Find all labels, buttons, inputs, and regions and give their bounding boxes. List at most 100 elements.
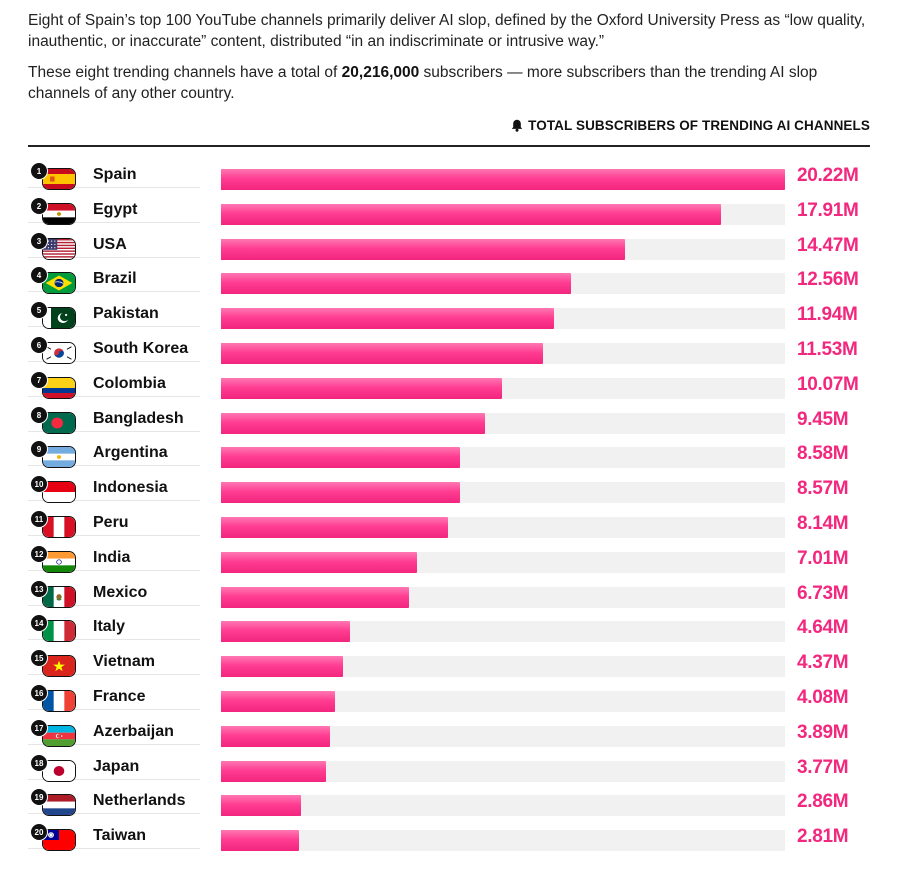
value-label: 2.86M [797, 791, 849, 813]
flag-badge: 2 [30, 196, 78, 225]
flag-badge: 11 [30, 510, 78, 538]
flag-badge: 14 [30, 614, 78, 643]
bell-icon [511, 119, 523, 132]
bar-track [221, 795, 785, 817]
egypt-flag-icon [42, 202, 76, 225]
country-label: Azerbaijan [93, 722, 174, 740]
chart-row-bangladesh: 8 Bangladesh 9.45M [0, 402, 900, 437]
rank-badge: 19 [30, 788, 48, 807]
value-label: 11.53M [797, 339, 858, 360]
chart-row-vietnam: 15 Vietnam 4.37M [0, 645, 900, 680]
chart-row-italy: 14 Italy 4.64M [0, 610, 900, 645]
bar-spain [221, 169, 785, 190]
value-label: 3.89M [797, 721, 849, 743]
bar-indonesia [221, 482, 461, 504]
colombia-flag-icon [42, 376, 76, 399]
value-label: 3.77M [797, 756, 849, 778]
rank-badge: 15 [30, 649, 48, 668]
rank-badge: 13 [30, 579, 48, 598]
intro-paragraph-2: These eight trending channels have a tot… [28, 62, 878, 104]
bar-egypt [221, 203, 721, 225]
rank-badge: 9 [30, 440, 48, 459]
netherlands-flag-icon [42, 794, 76, 817]
chart-row-azerbaijan: 17 Azerbaijan 3.89M [0, 715, 900, 750]
country-label: Vietnam [93, 653, 155, 671]
chart-row-egypt: 2 Egypt 17.91M [0, 193, 900, 228]
country-label: Pakistan [93, 305, 159, 323]
chart-row-mexico: 13 Mexico 6.73M [0, 576, 900, 611]
row-divider [28, 813, 200, 815]
rank-badge: 2 [30, 196, 48, 215]
pakistan-flag-icon [42, 307, 76, 330]
bar-france [221, 691, 335, 712]
rank-badge: 17 [30, 718, 48, 737]
rank-badge: 8 [30, 405, 48, 424]
country-label: Peru [93, 514, 129, 531]
value-label: 8.14M [797, 513, 849, 534]
bar-peru [221, 517, 449, 538]
subscriber-total: 20,216,000 [341, 64, 420, 81]
rank-badge: 4 [30, 266, 48, 285]
value-label: 8.58M [797, 443, 849, 465]
rank-badge: 12 [30, 544, 48, 563]
vietnam-flag-icon [42, 655, 76, 678]
flag-badge: 17 [30, 718, 78, 747]
bar-track [221, 691, 785, 712]
brazil-flag-icon [42, 272, 76, 295]
header-divider [28, 145, 870, 147]
flag-badge: 19 [30, 788, 78, 817]
country-label: Japan [93, 757, 140, 775]
country-label: India [93, 548, 131, 566]
italy-flag-icon [42, 620, 76, 643]
chart-row-netherlands: 19 Netherlands 2.86M [0, 784, 900, 819]
azerbaijan-flag-icon [42, 724, 76, 747]
flag-badge: 3 [30, 231, 78, 260]
country-label: Indonesia [93, 479, 168, 497]
country-label: Colombia [93, 374, 166, 392]
row-divider [28, 569, 200, 571]
flag-badge: 4 [30, 266, 78, 295]
flag-badge: 6 [30, 336, 78, 364]
india-flag-icon [42, 550, 76, 573]
flag-badge: 1 [30, 162, 78, 190]
bar-mexico [221, 586, 409, 608]
row-divider [28, 674, 200, 676]
bar-italy [221, 621, 351, 643]
chart-row-japan: 18 Japan 3.77M [0, 750, 900, 785]
value-label: 9.45M [797, 408, 849, 430]
row-divider [28, 535, 200, 536]
bar-track [221, 725, 785, 747]
bar-colombia [221, 377, 502, 399]
rank-badge: 3 [30, 231, 48, 250]
country-label: Taiwan [93, 827, 147, 845]
bar-south-korea [221, 343, 543, 364]
rank-badge: 10 [30, 475, 48, 494]
spain-flag-icon [42, 168, 76, 190]
bar-usa [221, 238, 625, 260]
rank-badge: 18 [30, 753, 48, 772]
row-divider [28, 395, 200, 397]
row-divider [28, 778, 200, 780]
flag-badge: 18 [30, 753, 78, 782]
row-divider [28, 361, 200, 362]
value-label: 2.81M [797, 826, 849, 848]
indonesia-flag-icon [42, 481, 76, 504]
value-label: 6.73M [797, 582, 849, 604]
bar-track [221, 621, 785, 643]
rank-badge: 1 [30, 162, 48, 180]
chart-row-colombia: 7 Colombia 10.07M [0, 367, 900, 402]
value-label: 14.47M [797, 234, 859, 256]
row-divider [28, 187, 200, 188]
france-flag-icon [42, 690, 76, 712]
bar-track [221, 830, 785, 852]
flag-badge: 13 [30, 579, 78, 608]
flag-badge: 10 [30, 475, 78, 504]
rank-badge: 6 [30, 336, 48, 354]
country-label: Bangladesh [93, 409, 184, 427]
row-divider [28, 848, 200, 850]
flag-badge: 15 [30, 649, 78, 678]
value-label: 11.94M [797, 304, 858, 326]
bar-azerbaijan [221, 725, 330, 747]
value-label: 12.56M [797, 269, 859, 291]
rank-badge: 14 [30, 614, 48, 633]
